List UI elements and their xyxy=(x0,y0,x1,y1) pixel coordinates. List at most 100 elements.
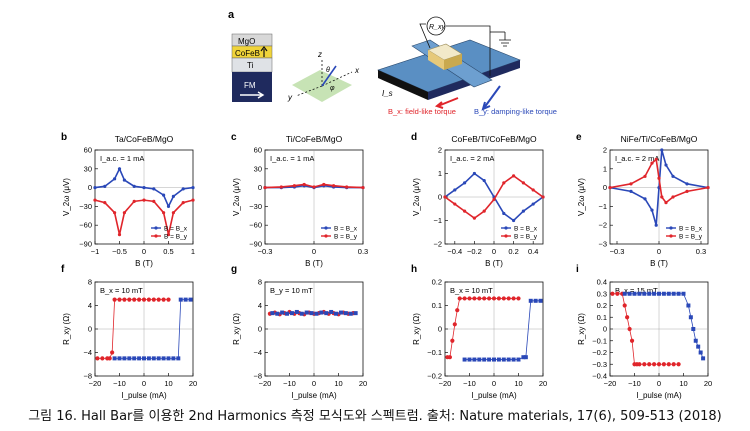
annotation: B_x = 10 mT xyxy=(450,286,493,295)
annotation: I_a.c. = 1 mA xyxy=(270,154,314,163)
series-line-1 xyxy=(464,300,541,360)
data-point xyxy=(113,177,117,181)
data-point xyxy=(279,185,283,189)
x-tick-label: 0 xyxy=(492,247,496,256)
y-tick-label: 0.2 xyxy=(432,278,442,287)
legend-marker xyxy=(504,234,508,238)
coordinate-system: z x y θ φ xyxy=(287,50,360,102)
x-tick-label: 0.5 xyxy=(163,247,173,256)
x-tick-label: −20 xyxy=(89,379,102,388)
x-tick-label: 20 xyxy=(359,379,367,388)
y-tick-label: −90 xyxy=(249,240,262,249)
data-point xyxy=(541,195,545,199)
y-tick-label: −1 xyxy=(433,216,442,225)
data-point xyxy=(142,186,146,190)
ti-label: Ti xyxy=(247,61,254,70)
legend-marker xyxy=(669,226,673,230)
y-tick-label: −0.3 xyxy=(592,360,607,369)
y-axis-label: V_2ω (μV) xyxy=(232,178,241,216)
y-tick-label: −60 xyxy=(249,221,262,230)
data-point xyxy=(345,185,349,189)
y-axis-label: V_2ω (μV) xyxy=(412,178,421,216)
z-label: z xyxy=(317,50,322,59)
data-point xyxy=(122,211,126,215)
data-point xyxy=(472,216,476,220)
x-axis-label: B (T) xyxy=(305,259,323,268)
data-point xyxy=(162,193,166,197)
y-tick-label: 0.1 xyxy=(597,313,607,322)
data-point xyxy=(521,181,526,185)
y-tick-label: 4 xyxy=(88,301,92,310)
x-tick-label: 0.4 xyxy=(528,247,538,256)
data-point xyxy=(166,204,171,208)
y-tick-label: 0 xyxy=(88,183,92,192)
legend-marker xyxy=(154,226,158,230)
annotation: B_x = 15 mT xyxy=(615,286,658,295)
y-tick-label: 4 xyxy=(258,301,262,310)
data-point xyxy=(292,184,296,188)
phi-label: φ xyxy=(330,85,335,92)
x-tick-label: −20 xyxy=(439,379,452,388)
y-tick-label: −4 xyxy=(83,348,92,357)
x-tick-label: −20 xyxy=(259,379,272,388)
rxy-label: R_xy xyxy=(429,24,445,31)
data-point xyxy=(502,181,506,185)
data-point xyxy=(650,161,654,165)
legend-label: B = B_y xyxy=(514,234,538,241)
y-tick-label: −0.2 xyxy=(427,372,442,381)
x-label: x xyxy=(354,66,360,75)
y-tick-label: 30 xyxy=(254,164,262,173)
chart-panel-f: f −20 −10 0 10 20 8 4 0 −4 −8 I_pulse (mA) R_xy (Ω) B… xyxy=(61,264,197,400)
series-line-0 xyxy=(447,298,519,358)
x-tick-label: 20 xyxy=(189,379,197,388)
annotation: I_a.c. = 2 mA xyxy=(450,154,494,163)
fm-magnetization-arrow-icon xyxy=(240,91,265,99)
y-tick-label: −90 xyxy=(79,240,92,249)
data-point xyxy=(685,182,689,186)
y-tick-label: 0 xyxy=(88,325,92,334)
theta-label: θ xyxy=(326,67,330,74)
wire-right xyxy=(446,25,491,76)
data-point xyxy=(122,178,126,182)
y-tick-label: −0.1 xyxy=(427,348,442,357)
x-tick-label: 0.2 xyxy=(508,247,518,256)
x-tick-label: −10 xyxy=(113,379,126,388)
x-tick-label: −0.5 xyxy=(112,247,127,256)
y-tick-label: −4 xyxy=(253,348,262,357)
x-tick-label: 0.3 xyxy=(358,247,368,256)
x-tick-label: 0 xyxy=(657,379,661,388)
y-tick-label: −30 xyxy=(249,202,262,211)
chart-panel-g: g −20 −10 0 10 20 8 4 0 −4 −8 I_pulse (mA) R_xy (Ω) B… xyxy=(231,264,367,400)
data-point xyxy=(312,185,316,189)
y-axis-label: R_xy (Ω) xyxy=(62,313,71,345)
data-point xyxy=(671,174,675,178)
data-point xyxy=(706,186,710,190)
x-tick-label: 0 xyxy=(142,247,146,256)
y-tick-label: 0.4 xyxy=(597,278,607,287)
data-point xyxy=(482,209,486,213)
x-tick-label: 10 xyxy=(679,379,687,388)
x-axis-label: I_pulse (mA) xyxy=(471,391,517,400)
moment-vector xyxy=(321,65,337,87)
schematic-panel-a: a MgO CoFeB Ti FM z x y θ φ xyxy=(228,9,557,116)
y-tick-label: 0.3 xyxy=(597,289,607,298)
data-point xyxy=(93,198,97,202)
data-point xyxy=(685,189,689,193)
legend-marker xyxy=(669,234,673,238)
data-point xyxy=(608,186,612,190)
panel-label-b: b xyxy=(61,132,67,143)
legend-label: B = B_x xyxy=(514,226,538,233)
x-tick-label: −0.3 xyxy=(258,247,273,256)
y-tick-label: −1 xyxy=(598,202,607,211)
data-point xyxy=(482,178,486,183)
data-point xyxy=(332,184,336,188)
y-tick-label: −8 xyxy=(253,372,262,381)
data-point xyxy=(502,211,506,216)
y-tick-label: 0 xyxy=(258,325,262,334)
chart-panel-h: h −20 −10 0 10 20 0.2 0.1 0 −0.1 −0.2 I_pulse (mA) R… xyxy=(411,264,547,400)
y-tick-label: 0 xyxy=(438,193,442,202)
rxy-meter xyxy=(426,16,446,36)
pillar-side xyxy=(428,50,444,70)
data-point xyxy=(660,148,664,152)
